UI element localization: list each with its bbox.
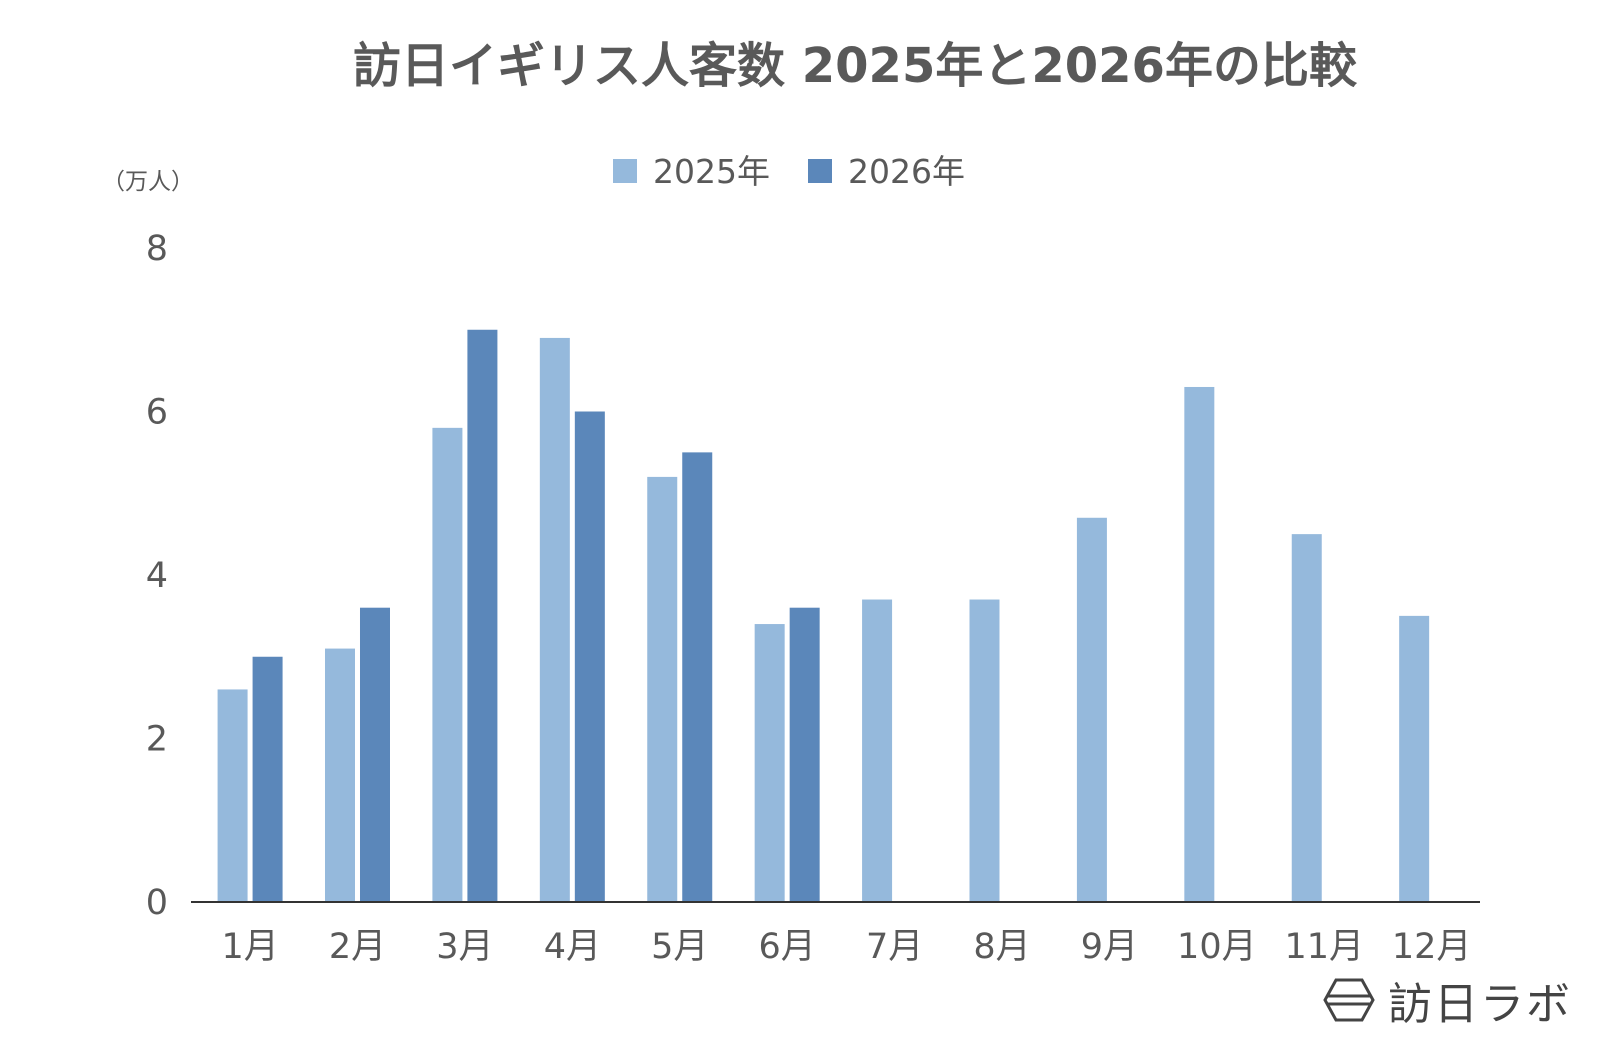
x-tick-label: 1月 (221, 927, 278, 967)
bar-2026年-5月 (682, 452, 713, 902)
legend-swatch (808, 159, 832, 183)
bar-2025年-10月 (1184, 386, 1215, 903)
bar-2026年-6月 (789, 607, 820, 902)
y-tick-label: 8 (146, 229, 168, 269)
y-axis-unit-label: （万人） (102, 169, 194, 195)
brand-logo: 訪日ラボ (1322, 968, 1572, 1032)
bar-2025年-5月 (647, 476, 678, 902)
bar-2025年-11月 (1291, 534, 1322, 902)
x-tick-label: 11月 (1284, 927, 1364, 967)
x-tick-label: 4月 (544, 927, 601, 967)
bar-2025年-3月 (432, 427, 463, 902)
bar-2025年-8月 (969, 599, 1000, 902)
x-tick-label: 2月 (329, 927, 386, 967)
legend-label: 2026年 (848, 152, 965, 191)
bar-2025年-4月 (539, 337, 570, 902)
x-axis-labels: 1月 2月 3月 4月 5月 6月 7月 8月 9月 10月 11月 12月 (221, 927, 1471, 967)
y-tick-label: 4 (146, 556, 168, 596)
bar-2025年-9月 (1076, 517, 1107, 902)
x-tick-label: 10月 (1177, 927, 1257, 967)
bar-2026年-3月 (467, 329, 498, 902)
bar-2026年-4月 (574, 411, 605, 902)
bar-2026年-1月 (252, 656, 283, 902)
x-tick-label: 8月 (973, 927, 1030, 967)
hexagon-logo-icon (1323, 978, 1375, 1022)
chart-title: 訪日イギリス人客数 2025年と2026年の比較 (353, 38, 1358, 94)
x-tick-label: 9月 (1081, 927, 1138, 967)
bar-2025年-12月 (1399, 615, 1430, 902)
bar-2025年-2月 (324, 648, 355, 902)
y-axis-ticks: 0 2 4 6 8 (146, 229, 168, 923)
legend-label: 2025年 (653, 152, 770, 191)
x-tick-label: 7月 (866, 927, 923, 967)
legend: 2025年 2026年 (613, 152, 965, 191)
bars (217, 329, 1430, 903)
y-tick-label: 0 (146, 883, 168, 923)
bar-2025年-1月 (217, 689, 248, 902)
x-tick-label: 3月 (436, 927, 493, 967)
bar-2026年-2月 (359, 607, 390, 902)
y-tick-label: 2 (146, 720, 168, 760)
bar-2025年-6月 (754, 624, 785, 902)
y-tick-label: 6 (146, 393, 168, 433)
x-tick-label: 6月 (759, 927, 816, 967)
legend-swatch (613, 159, 637, 183)
x-tick-label: 5月 (651, 927, 708, 967)
brand-name: 訪日ラボ (1388, 979, 1572, 1030)
bar-2025年-7月 (862, 599, 893, 902)
x-tick-label: 12月 (1392, 927, 1472, 967)
